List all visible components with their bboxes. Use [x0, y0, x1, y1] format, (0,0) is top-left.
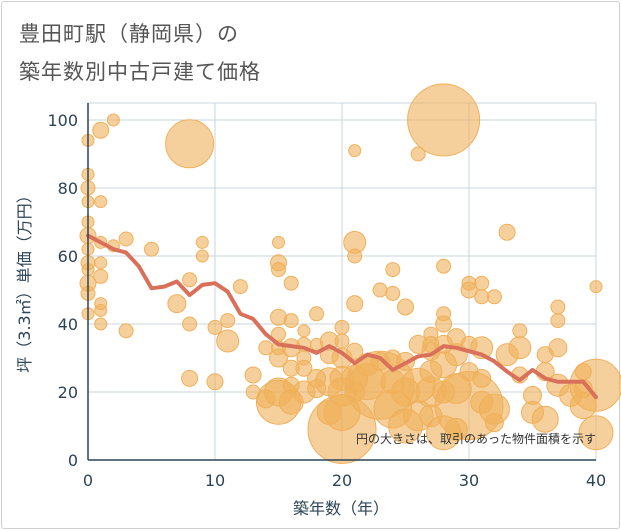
bubble-point — [207, 319, 223, 335]
bubble-point — [436, 258, 452, 274]
bubble-point — [94, 317, 108, 331]
bubble-point — [486, 289, 502, 305]
x-tick-label: 40 — [586, 471, 606, 490]
bubble-point — [283, 313, 299, 329]
bubble-point — [272, 235, 285, 249]
x-axis-label: 築年数（年） — [293, 499, 389, 518]
bubble-point — [385, 285, 401, 301]
bubble-point — [216, 329, 240, 353]
chart-title-line2: 築年数別中古戸建て価格 — [19, 60, 261, 84]
bubble-point — [220, 313, 236, 329]
bubble-point — [93, 268, 109, 284]
bubble-point — [589, 280, 603, 294]
bubble-point — [348, 144, 362, 158]
x-tick-label: 20 — [332, 471, 352, 490]
bubble-point — [472, 368, 492, 388]
y-axis-label: 坪（3.3㎡）単価（万円） — [15, 187, 34, 372]
bubble-point — [397, 298, 414, 316]
bubble-point — [297, 324, 311, 338]
bubble-point — [569, 358, 621, 412]
bubble-point — [347, 248, 363, 264]
bubble-point — [372, 282, 388, 298]
bubble-point — [550, 299, 566, 315]
average-line-layer — [86, 233, 598, 400]
bubble-point — [182, 316, 198, 332]
bubble-point — [232, 279, 248, 295]
y-tick-label: 60 — [58, 247, 78, 266]
bubble-point — [531, 405, 559, 433]
bubble-point — [550, 313, 566, 329]
y-tick-label: 0 — [68, 451, 78, 470]
bubble-point — [410, 146, 426, 162]
bubble-point — [508, 336, 532, 360]
bubble-point — [195, 235, 209, 249]
bubble-point — [182, 272, 198, 288]
y-tick-label: 20 — [58, 383, 78, 402]
chart-title-line1: 豊田町駅（静岡県）の — [19, 22, 239, 46]
average-price-line — [86, 233, 598, 400]
bubble-point — [407, 83, 481, 157]
bubble-point — [244, 366, 262, 384]
bubble-point — [118, 231, 134, 247]
y-tick-label: 80 — [58, 179, 78, 198]
bubble-point — [334, 333, 350, 349]
bubble-point — [346, 295, 364, 313]
bubble-point — [548, 338, 568, 358]
bubble-point — [578, 415, 614, 451]
axes-layer: 0 10 20 30 40 0 20 40 60 80 100 — [47, 103, 606, 490]
bubble-point — [309, 306, 325, 322]
x-tick-label: 0 — [83, 471, 93, 490]
bubble-point — [144, 241, 159, 257]
bubble-point — [165, 119, 215, 169]
bubble-point — [118, 323, 134, 339]
bubble-point — [460, 281, 478, 299]
bubble-point — [498, 223, 516, 241]
bubble-point — [206, 373, 224, 391]
x-tick-label: 10 — [205, 471, 225, 490]
bubble-point — [94, 303, 108, 317]
bubble-point — [167, 294, 187, 314]
bubble-point — [283, 275, 299, 291]
bubble-point — [346, 342, 364, 360]
y-tick-label: 100 — [47, 111, 78, 130]
y-tick-label: 40 — [58, 315, 78, 334]
bubble-point — [385, 262, 401, 278]
bubble-point — [92, 121, 110, 139]
bubble-point — [435, 315, 453, 333]
bubble-layer — [79, 83, 621, 464]
bubble-point — [474, 275, 490, 291]
bubble-point — [106, 113, 120, 127]
x-tick-label: 30 — [459, 471, 479, 490]
size-note: 円の大きさは、取引のあった物件面積を示す — [356, 431, 596, 446]
bubble-point — [181, 369, 199, 387]
bubble-point — [94, 256, 108, 270]
bubble-point — [512, 323, 528, 339]
bubble-point — [94, 195, 108, 209]
bubble-point — [295, 359, 313, 377]
bubble-point — [334, 319, 350, 335]
bubble-point — [269, 348, 288, 368]
bubble-point — [474, 289, 490, 305]
bubble-point — [484, 413, 504, 433]
bubble-point — [195, 249, 209, 263]
bubble-point — [271, 262, 286, 278]
